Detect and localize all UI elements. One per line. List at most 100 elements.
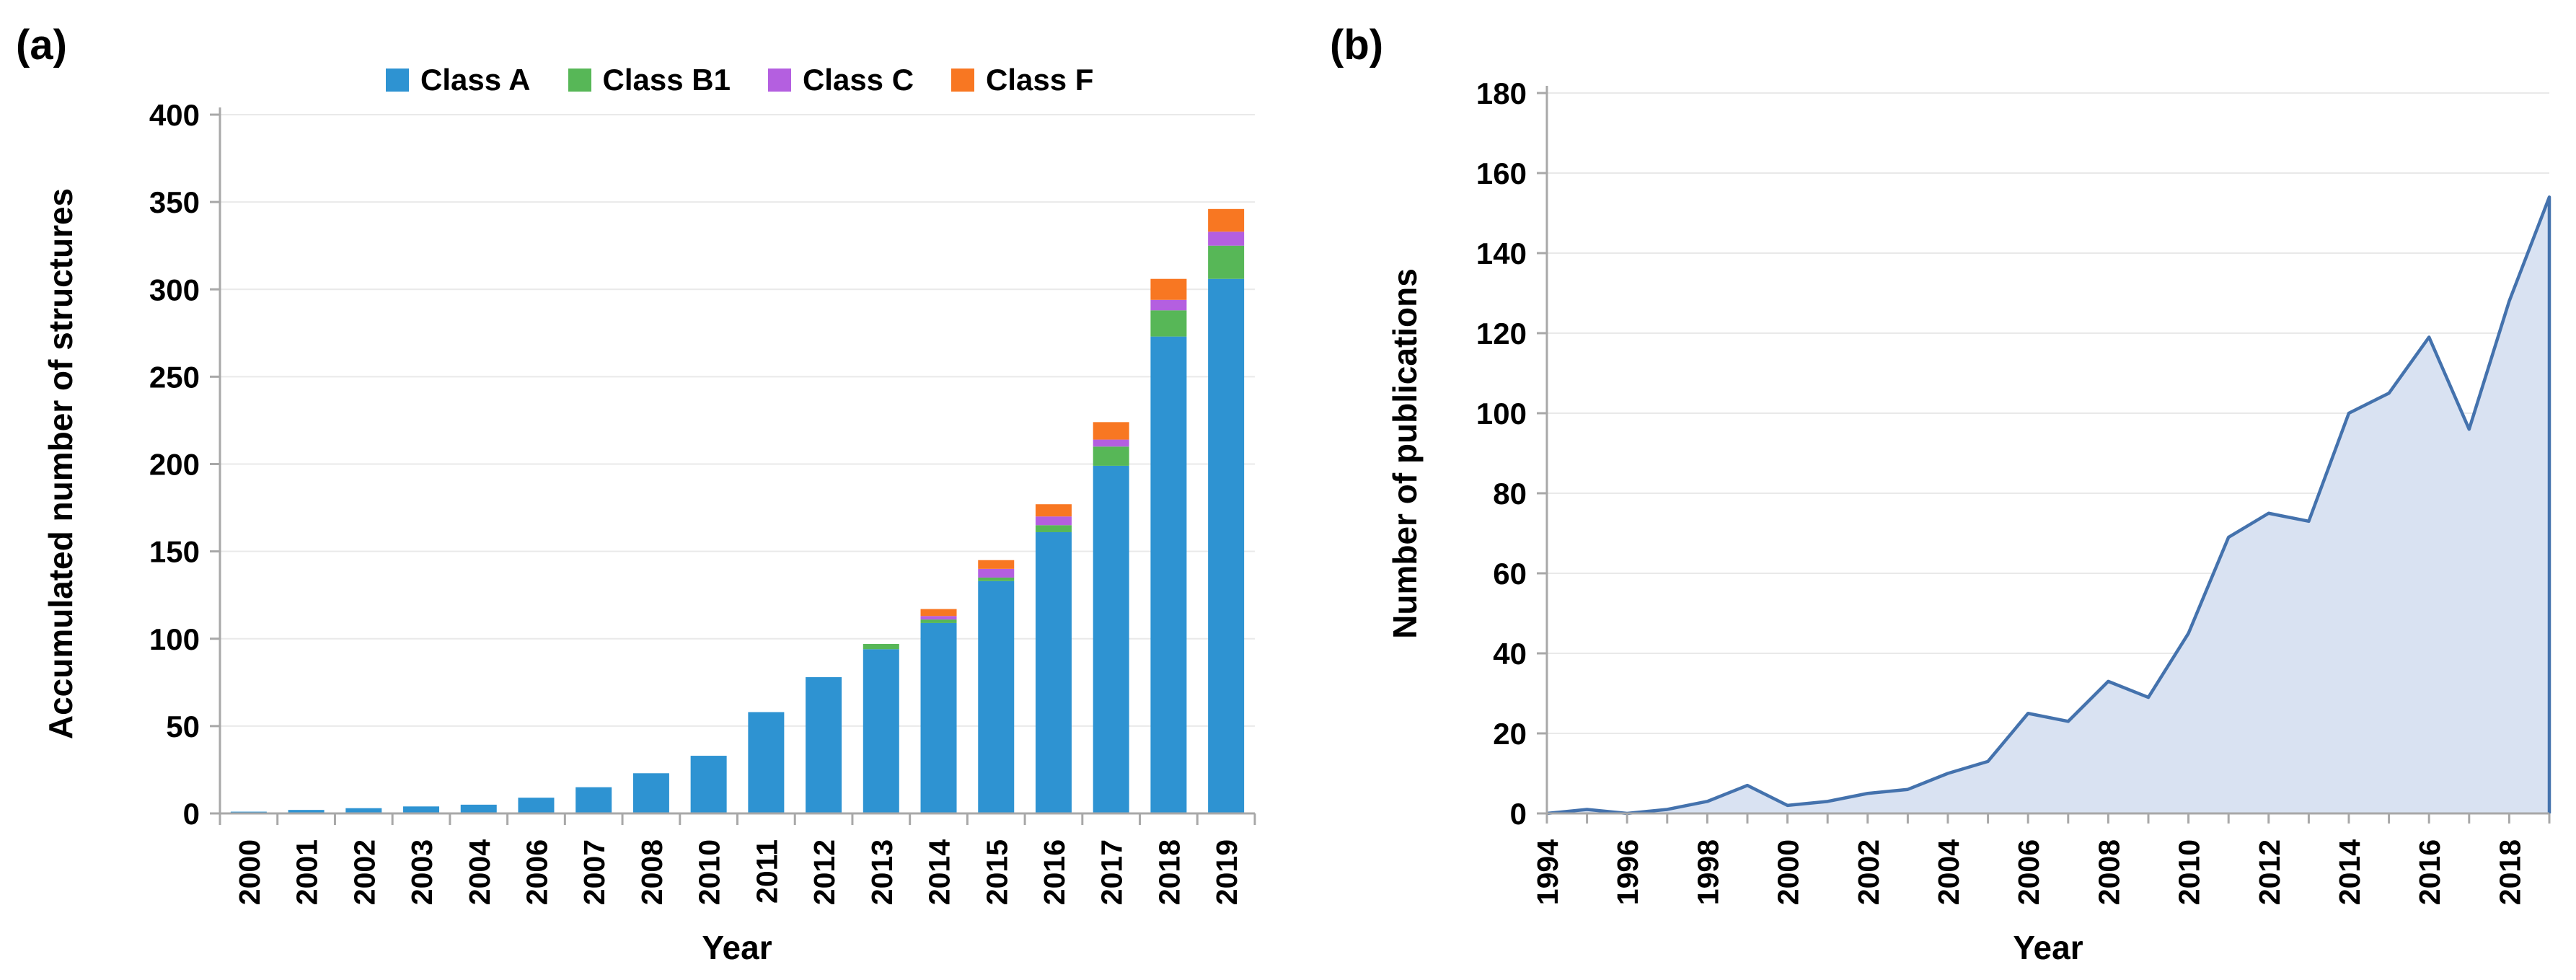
bar-segment [403, 806, 440, 813]
x-tick-label: 2018 [1152, 839, 1186, 905]
bar-segment [690, 756, 727, 813]
legend-swatch-class-c [767, 69, 791, 92]
y-tick-label: 80 [1493, 477, 1527, 511]
bar-segment [978, 568, 1015, 578]
legend-swatch-class-a [386, 69, 409, 92]
bar-segment [806, 677, 842, 813]
x-tick-label: 2001 [291, 839, 324, 905]
y-tick-label: 100 [1476, 397, 1527, 431]
x-tick-label: 2014 [923, 839, 956, 905]
b-x-axis-title: Year [2013, 929, 2083, 966]
y-tick-label: 160 [1476, 156, 1527, 190]
bar-segment [460, 804, 497, 813]
a-x-axis-title: Year [702, 929, 772, 966]
legend-label: Class C [802, 63, 914, 97]
panel-a-letter: (a) [16, 22, 67, 69]
area-fill [1547, 197, 2549, 813]
x-tick-label: 2010 [2173, 839, 2206, 905]
x-tick-label: 2003 [405, 839, 438, 905]
bar-segment [920, 622, 957, 813]
bar-segment [1150, 310, 1187, 337]
y-tick-label: 120 [1476, 317, 1527, 350]
x-tick-label: 2016 [1038, 839, 1071, 905]
x-tick-label: 2017 [1095, 839, 1129, 905]
x-tick-label: 2015 [980, 839, 1013, 905]
bar-chart-gridlines [220, 114, 1255, 727]
bar-chart-y-tick-labels: 0 50 100 150 200 250 300 350 400 [149, 98, 200, 831]
area-chart-axes [1537, 86, 2551, 824]
bar-chart-bars [230, 208, 1245, 814]
legend-item-class-f: Class F [951, 65, 1093, 95]
x-tick-label: 2004 [1932, 839, 1965, 905]
bar-segment [1093, 446, 1129, 466]
y-tick-label: 100 [149, 622, 200, 656]
bar-segment [1093, 422, 1129, 440]
bar-segment [920, 609, 957, 617]
legend-label: Class B1 [602, 63, 731, 97]
legend-swatch-class-f [951, 69, 975, 92]
legend: Class A Class B1 Class C Class F [386, 65, 1093, 95]
x-tick-label: 2014 [2333, 839, 2366, 905]
x-tick-label: 2008 [635, 839, 669, 905]
bar-chart-axes [210, 107, 1256, 825]
bar-chart-x-tick-labels: 2000 2001 2002 2003 2004 2006 2007 2008 2010 2011… [233, 839, 1243, 905]
a-y-axis-title: Accumulated number of structures [42, 188, 79, 739]
x-tick-label: 2006 [520, 839, 553, 905]
bar-segment [1150, 299, 1187, 311]
legend-label: Class F [986, 63, 1094, 97]
x-tick-label: 1998 [1691, 839, 1724, 905]
y-tick-label: 140 [1476, 237, 1527, 270]
y-tick-label: 400 [149, 98, 200, 132]
bar-segment [632, 773, 669, 813]
bar-segment [863, 649, 899, 813]
legend-item-class-a: Class A [386, 65, 531, 95]
bar-segment [748, 712, 785, 813]
bar-segment [1208, 278, 1245, 814]
bar-segment [1035, 516, 1072, 526]
bar-segment [978, 581, 1015, 813]
x-tick-label: 1994 [1531, 839, 1564, 905]
y-tick-label: 40 [1493, 637, 1527, 671]
bar-segment [1093, 465, 1129, 813]
area-chart-y-tick-labels: 0 20 40 60 80 100 120 140 160 180 [1476, 76, 1527, 831]
bar-segment [1035, 525, 1072, 532]
area-chart-x-tick-labels: 1994 1996 1998 2000 2002 2004 2006 2008 2010 2012… [1531, 839, 2526, 905]
y-tick-label: 350 [149, 185, 200, 219]
bar-segment [1150, 278, 1187, 300]
x-tick-label: 2012 [808, 839, 841, 905]
b-y-axis-title: Number of publications [1386, 268, 1424, 639]
x-tick-label: 2002 [348, 839, 381, 905]
x-tick-label: 2018 [2493, 839, 2526, 905]
panel-b-letter: (b) [1330, 22, 1383, 69]
y-tick-label: 60 [1493, 557, 1527, 591]
bar-segment [1035, 531, 1072, 813]
bar-segment [920, 616, 957, 620]
bar-segment [1093, 439, 1129, 447]
legend-item-class-c: Class C [767, 63, 914, 97]
bar-segment [978, 560, 1015, 569]
bar-segment [1035, 504, 1072, 517]
x-tick-label: 2000 [233, 839, 266, 905]
x-tick-label: 2012 [2253, 839, 2286, 905]
y-tick-label: 180 [1476, 76, 1527, 110]
x-tick-label: 2008 [2092, 839, 2125, 905]
bar-segment [518, 798, 555, 813]
y-tick-label: 20 [1493, 717, 1527, 751]
bar-segment [1208, 245, 1245, 279]
x-tick-label: 2002 [1852, 839, 1885, 905]
x-tick-label: 2000 [1772, 839, 1805, 905]
area-chart-series [1546, 195, 2551, 816]
x-tick-label: 2010 [693, 839, 726, 905]
legend-item-class-b1: Class B1 [568, 65, 731, 95]
bar-segment [1208, 231, 1245, 246]
x-tick-label: 1996 [1611, 839, 1644, 905]
x-tick-label: 2013 [865, 839, 899, 905]
bar-segment [1208, 208, 1245, 232]
legend-label: Class A [420, 63, 531, 97]
y-tick-label: 0 [1510, 797, 1527, 831]
bar-segment [1150, 336, 1187, 814]
x-tick-label: 2019 [1210, 839, 1243, 905]
bar-segment [575, 787, 612, 813]
x-tick-label: 2016 [2413, 839, 2446, 905]
